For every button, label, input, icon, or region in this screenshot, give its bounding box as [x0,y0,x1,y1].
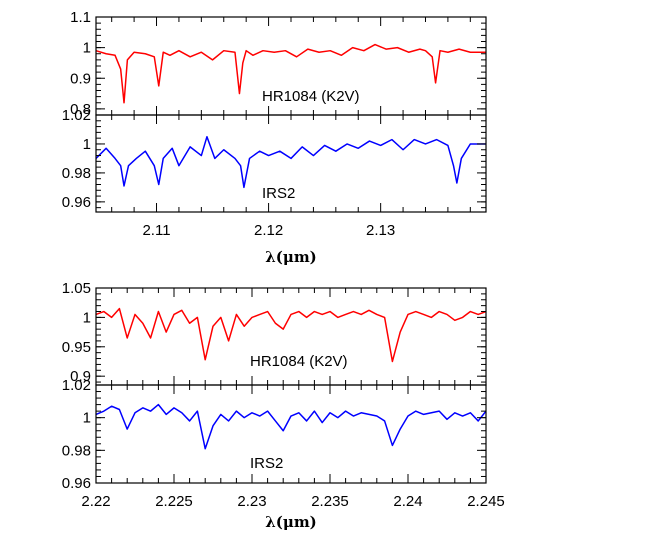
x-tick-label: 2.13 [366,222,395,239]
spectrum-line [95,403,487,450]
panel-1-1: 0.8 0.9 1 1.1 HR1084 (K2V) [70,9,487,118]
y-tick-label: 1.1 [70,9,91,26]
y-tick-label: 1 [83,136,91,153]
panel-2-2: 0.96 0.98 1 1.02 IRS2 [62,377,487,492]
x-tick-label: 2.235 [311,493,349,510]
y-tick-label: 0.96 [62,194,91,211]
y-tick-label: 0.95 [62,339,91,356]
figure-1: 0.8 0.9 1 1.1 HR1084 (K2V) 0.96 0.98 1 1.02 IRS2 2… [62,9,487,266]
spectrum-line [95,307,487,363]
x-tick-label: 2.23 [237,493,266,510]
panel-frame [95,384,487,484]
y-tick-label: 1 [83,40,91,57]
spectrum-line [95,43,486,104]
x-tick-label: 2.225 [155,493,193,510]
y-tick-label: 1.05 [62,280,91,297]
y-tick-label: 0.8 [70,101,91,118]
panel-label: IRS2 [250,455,283,472]
panel-label: HR1084 (K2V) [262,88,360,105]
x-tick-label: 2.11 [142,222,170,239]
y-tick-label: 1 [83,410,91,427]
y-tick-label: 1 [83,309,91,326]
x-tick-label: 2.24 [393,493,422,510]
figure-2: 0.9 0.95 1 1.05 HR1084 (K2V) 0.96 0.98 1 1.02 IRS… [62,280,505,531]
x-axis-title: λ(μm) [265,513,317,531]
y-tick-label: 0.98 [62,165,91,182]
y-tick-label: 0.96 [62,475,91,492]
y-tick-label: 1.02 [62,107,91,124]
x-tick-label: 2.12 [254,222,283,239]
x-tick-label: 2.22 [81,493,110,510]
panel-1-2: 0.96 0.98 1 1.02 IRS2 [62,107,487,213]
y-tick-label: 0.9 [70,368,91,385]
panel-label: HR1084 (K2V) [250,353,348,370]
panel-2-1: 0.9 0.95 1 1.05 HR1084 (K2V) [62,280,487,386]
x-axis-title: λ(μm) [265,248,317,266]
spectrum-line [95,135,486,189]
x-tick-label: 2.245 [467,493,505,510]
y-tick-label: 1.02 [62,377,91,394]
y-tick-label: 0.98 [62,442,91,459]
panel-frame [95,287,487,386]
y-tick-label: 0.9 [70,70,91,87]
panel-label: IRS2 [262,185,295,202]
